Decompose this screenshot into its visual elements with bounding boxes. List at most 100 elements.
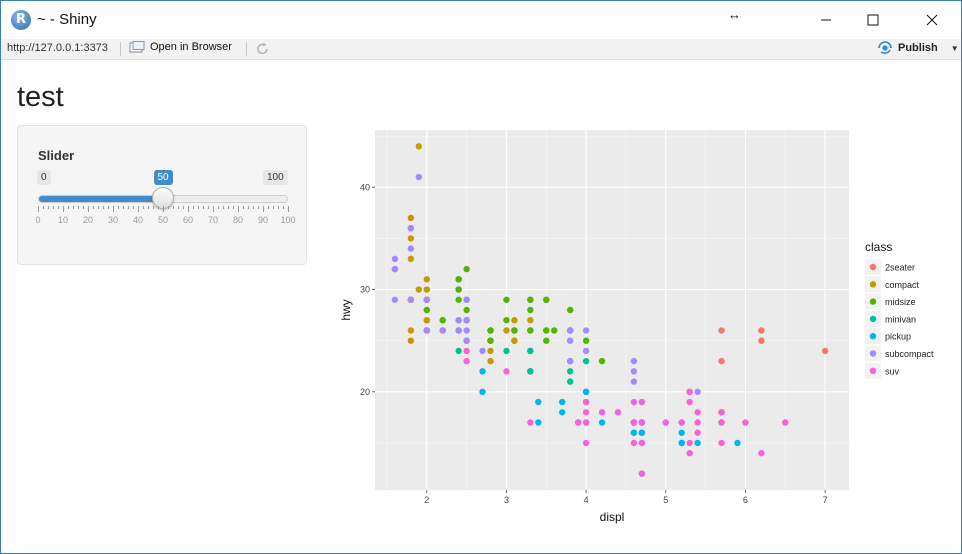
data-point-pickup xyxy=(598,419,606,426)
data-point-subcompact xyxy=(463,337,470,344)
slider-tick xyxy=(183,206,184,209)
slider-tick xyxy=(73,206,74,209)
data-point-compact xyxy=(487,357,494,365)
slider-tick xyxy=(268,206,269,209)
slider-tick xyxy=(228,206,229,209)
slider-tick xyxy=(278,206,279,209)
minimize-button[interactable] xyxy=(803,1,849,39)
data-point-midsize xyxy=(527,306,534,314)
slider-tick xyxy=(213,206,214,212)
data-point-suv xyxy=(694,419,701,426)
data-point-compact xyxy=(423,317,430,324)
data-point-2seater xyxy=(821,347,829,355)
data-point-suv xyxy=(638,470,646,477)
data-point-suv xyxy=(582,419,590,426)
slider-tick xyxy=(143,206,144,209)
data-point-2seater xyxy=(758,327,765,334)
data-point-subcompact xyxy=(566,337,574,344)
data-point-subcompact xyxy=(455,317,462,324)
legend-swatch-2seater xyxy=(869,263,877,271)
slider-tick xyxy=(158,206,159,209)
slider-tick xyxy=(58,206,59,209)
data-point-minivan xyxy=(566,368,574,375)
y-tick-label: 30 xyxy=(360,285,370,295)
slider-ticks: 0 10 20 30 40 50 60 70 80 90 100 xyxy=(35,206,296,226)
x-tick-label: 4 xyxy=(584,495,589,505)
slider-track-fill xyxy=(39,196,164,202)
slider-tick xyxy=(173,206,174,209)
slider-tick xyxy=(108,206,109,209)
data-point-pickup xyxy=(559,409,566,416)
data-point-subcompact xyxy=(630,378,638,385)
data-point-compact xyxy=(527,317,534,324)
data-point-suv xyxy=(638,439,646,447)
data-point-midsize xyxy=(543,296,550,303)
toolbar-divider xyxy=(246,42,247,56)
slider-tick xyxy=(168,206,169,209)
slider-tick xyxy=(238,206,239,212)
slider-tick-label: 30 xyxy=(107,215,119,225)
legend-swatch-midsize xyxy=(869,298,877,305)
maximize-button[interactable] xyxy=(850,1,896,39)
refresh-button[interactable] xyxy=(255,41,271,60)
data-point-subcompact xyxy=(415,173,423,181)
data-point-suv xyxy=(614,409,622,416)
data-point-suv xyxy=(463,357,470,365)
legend-swatch-minivan xyxy=(869,315,877,323)
data-point-subcompact xyxy=(423,296,430,303)
data-point-subcompact xyxy=(479,347,486,355)
window-title: ~ - Shiny xyxy=(37,11,97,28)
data-point-subcompact xyxy=(694,388,701,396)
data-point-subcompact xyxy=(630,357,638,365)
data-point-suv xyxy=(463,347,470,355)
slider-tick xyxy=(178,206,179,209)
slider-tick xyxy=(263,206,264,212)
data-point-suv xyxy=(503,368,510,375)
data-point-compact xyxy=(415,143,423,150)
close-button[interactable] xyxy=(909,1,955,39)
y-tick-label: 40 xyxy=(360,182,370,192)
sidebar-panel: Slider 0 100 50 0 10 20 30 40 50 60 70 80 90 100 xyxy=(17,125,307,265)
maximize-icon xyxy=(867,14,879,26)
data-point-pickup xyxy=(559,398,566,406)
data-point-suv xyxy=(686,439,693,447)
slider-tick xyxy=(208,206,209,209)
slider-tick-label: 90 xyxy=(257,215,269,225)
data-point-suv xyxy=(638,398,646,406)
data-point-subcompact xyxy=(455,327,462,334)
slider-tick-label: 50 xyxy=(157,215,169,225)
slider-tick xyxy=(118,206,119,209)
slider-tick xyxy=(148,206,149,209)
slider-tick xyxy=(283,206,284,209)
refresh-icon xyxy=(257,42,268,55)
slider-tick xyxy=(253,206,254,209)
data-point-compact xyxy=(407,327,415,334)
slider-tick xyxy=(38,206,39,212)
data-point-minivan xyxy=(527,368,534,375)
slider-tick xyxy=(48,206,49,209)
open-in-browser-button[interactable]: Open in Browser xyxy=(129,41,232,53)
data-point-midsize xyxy=(503,296,510,303)
chevron-down-icon[interactable]: ▼ xyxy=(950,43,959,53)
data-point-subcompact xyxy=(566,357,574,365)
data-point-subcompact xyxy=(391,265,399,273)
data-point-midsize xyxy=(463,306,470,314)
data-point-minivan xyxy=(503,347,510,355)
legend-label: compact xyxy=(885,280,920,290)
slider-tick-label: 40 xyxy=(132,215,144,225)
legend-title: class xyxy=(865,240,892,254)
data-point-2seater xyxy=(718,357,725,365)
data-point-suv xyxy=(582,398,590,406)
data-point-suv xyxy=(694,409,701,416)
slider-tick xyxy=(123,206,124,209)
data-point-suv xyxy=(694,429,701,436)
slider-tick-label: 70 xyxy=(207,215,219,225)
slider-tick xyxy=(188,206,189,212)
publish-button[interactable]: Publish ▼ xyxy=(877,41,959,55)
url-text: http://127.0.0.1:3373 xyxy=(7,42,108,54)
data-point-pickup xyxy=(479,368,486,375)
data-point-minivan xyxy=(566,378,574,385)
data-point-midsize xyxy=(439,317,446,324)
data-point-minivan xyxy=(455,347,462,355)
slider-tick xyxy=(218,206,219,209)
